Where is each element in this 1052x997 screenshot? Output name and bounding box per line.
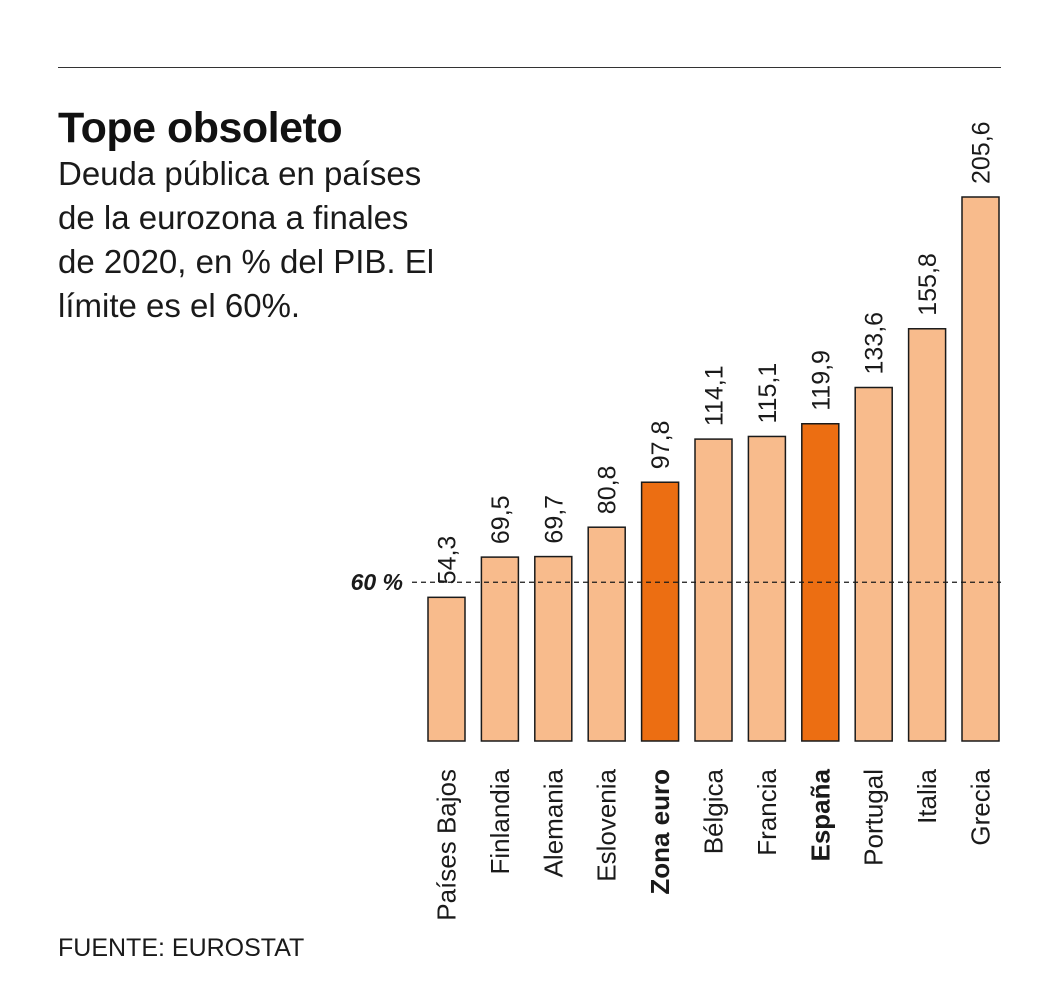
bar-paises-bajos bbox=[427, 596, 466, 742]
value-label-grecia: 205,6 bbox=[968, 121, 996, 184]
bar-portugal bbox=[854, 386, 893, 742]
category-label-francia: Francia bbox=[752, 768, 782, 855]
category-label-zona-euro: Zona euro bbox=[645, 769, 675, 895]
chart-title: Tope obsoleto bbox=[58, 104, 343, 152]
source-note: FUENTE: EUROSTAT bbox=[58, 934, 305, 962]
bar-eslovenia bbox=[587, 526, 626, 742]
value-label-finlandia: 69,5 bbox=[487, 495, 515, 544]
category-label-grecia: Grecia bbox=[966, 768, 996, 845]
chart-subtitle: Deuda pública en países de la eurozona a… bbox=[58, 155, 435, 324]
category-label-italia: Italia bbox=[912, 768, 942, 823]
bar-finlandia bbox=[480, 556, 520, 742]
value-label-belgica: 114,1 bbox=[701, 365, 729, 426]
value-label-paises-bajos: 54,3 bbox=[434, 536, 462, 585]
value-label-eslovenia: 80,8 bbox=[594, 466, 622, 515]
value-label-portugal: 133,6 bbox=[861, 312, 889, 375]
bar-alemania bbox=[534, 555, 573, 742]
bar-italia bbox=[907, 328, 947, 742]
category-label-espana: España bbox=[805, 768, 835, 861]
value-label-francia: 115,1 bbox=[754, 363, 782, 424]
value-label-alemania: 69,7 bbox=[540, 495, 568, 544]
category-label-finlandia: Finlandia bbox=[485, 768, 515, 874]
category-label-eslovenia: Eslovenia bbox=[592, 768, 622, 881]
bar-grecia bbox=[961, 196, 1000, 742]
category-label-paises-bajos: Países Bajos bbox=[432, 769, 462, 921]
value-label-italia: 155,8 bbox=[914, 253, 942, 316]
bar-francia bbox=[747, 435, 787, 742]
bar-belgica bbox=[694, 438, 733, 742]
category-label-portugal: Portugal bbox=[859, 769, 889, 866]
category-label-alemania: Alemania bbox=[538, 768, 568, 877]
reference-line-label: 60 % bbox=[351, 569, 403, 595]
value-label-zona-euro: 97,8 bbox=[647, 421, 675, 470]
top-rule bbox=[58, 67, 1001, 68]
value-label-espana: 119,9 bbox=[807, 350, 835, 411]
category-label-belgica: Bélgica bbox=[699, 768, 729, 854]
bar-zona-euro bbox=[640, 481, 680, 742]
